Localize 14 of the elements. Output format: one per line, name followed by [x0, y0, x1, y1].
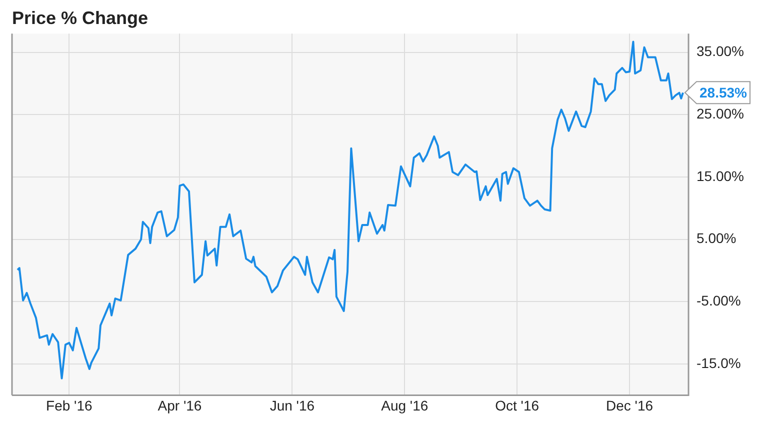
x-tick-label: Oct '16 [495, 397, 540, 414]
y-tick-label: -5.00% [696, 292, 741, 309]
y-tick-label: 35.00% [696, 43, 744, 60]
annotation: 28.53% [700, 84, 748, 100]
x-tick-label: Feb '16 [46, 397, 92, 414]
y-tick-label: 5.00% [696, 230, 736, 246]
chart-title: Price % Change [12, 8, 148, 28]
y-tick-label: -15.0% [696, 354, 741, 371]
y-tick-label: 15.00% [696, 168, 744, 184]
y-tick-label: 25.00% [696, 106, 744, 122]
x-tick-label: Jun '16 [270, 397, 315, 414]
x-tick-label: Aug '16 [381, 397, 428, 414]
x-tick-label: Apr '16 [158, 397, 202, 414]
x-tick-label: Dec '16 [606, 397, 654, 414]
